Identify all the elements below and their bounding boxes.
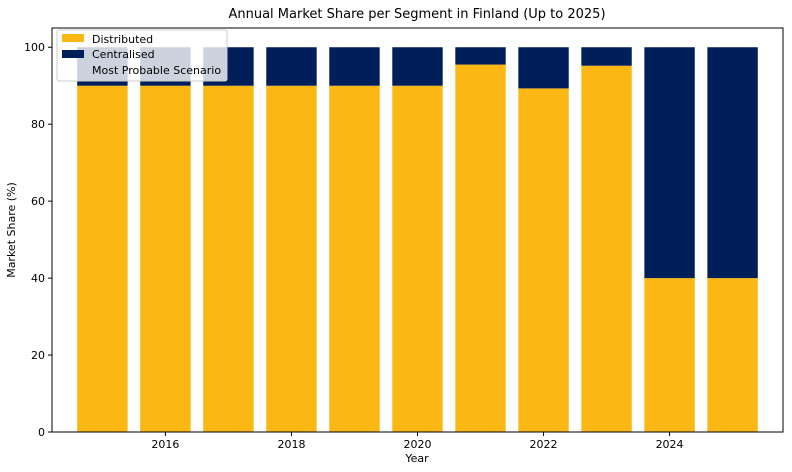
bar-centralised-2025 — [707, 47, 758, 279]
legend-label-most-probable-scenario: Most Probable Scenario — [92, 64, 221, 77]
x-tick-label-2024: 2024 — [656, 438, 684, 451]
bars-layer — [77, 47, 758, 433]
legend: Distributed Centralised Most Probable Sc… — [56, 29, 228, 82]
chart-title: Annual Market Share per Segment in Finla… — [228, 7, 605, 22]
legend-swatch-centralised — [62, 50, 84, 58]
bar-centralised-2020 — [392, 47, 443, 86]
bar-distributed-2025 — [707, 278, 758, 432]
legend-box — [56, 29, 228, 82]
bar-centralised-2021 — [455, 47, 506, 65]
x-axis: 2016 2018 2020 2022 2024 — [151, 432, 684, 451]
y-axis-label: Market Share (%) — [5, 182, 18, 278]
bar-distributed-2021 — [455, 64, 506, 433]
bar-centralised-2023 — [581, 47, 632, 66]
y-tick-label-80: 80 — [31, 118, 45, 131]
legend-swatch-distributed — [62, 34, 84, 42]
bar-distributed-2019 — [329, 85, 380, 433]
x-tick-label-2020: 2020 — [404, 438, 432, 451]
y-tick-label-40: 40 — [31, 272, 45, 285]
bar-centralised-2024 — [644, 47, 695, 279]
y-tick-label-60: 60 — [31, 195, 45, 208]
bar-centralised-2022 — [518, 47, 569, 89]
x-tick-label-2022: 2022 — [530, 438, 558, 451]
y-tick-label-0: 0 — [38, 426, 45, 439]
bar-distributed-2022 — [518, 88, 569, 432]
x-tick-label-2016: 2016 — [151, 438, 179, 451]
bar-distributed-2016 — [140, 85, 191, 433]
bar-distributed-2017 — [203, 85, 254, 433]
bar-distributed-2024 — [644, 278, 695, 432]
bar-distributed-2023 — [581, 65, 632, 433]
bar-distributed-2020 — [392, 85, 443, 433]
y-axis: 0 20 40 60 80 100 — [24, 41, 52, 439]
bar-distributed-2015 — [77, 85, 128, 433]
bar-centralised-2018 — [266, 47, 317, 86]
y-tick-label-20: 20 — [31, 349, 45, 362]
x-tick-label-2018: 2018 — [277, 438, 305, 451]
legend-label-distributed: Distributed — [92, 33, 153, 46]
legend-label-centralised: Centralised — [92, 48, 155, 61]
y-tick-label-100: 100 — [24, 41, 45, 54]
x-axis-label: Year — [404, 452, 429, 465]
bar-distributed-2018 — [266, 85, 317, 433]
bar-centralised-2019 — [329, 47, 380, 86]
